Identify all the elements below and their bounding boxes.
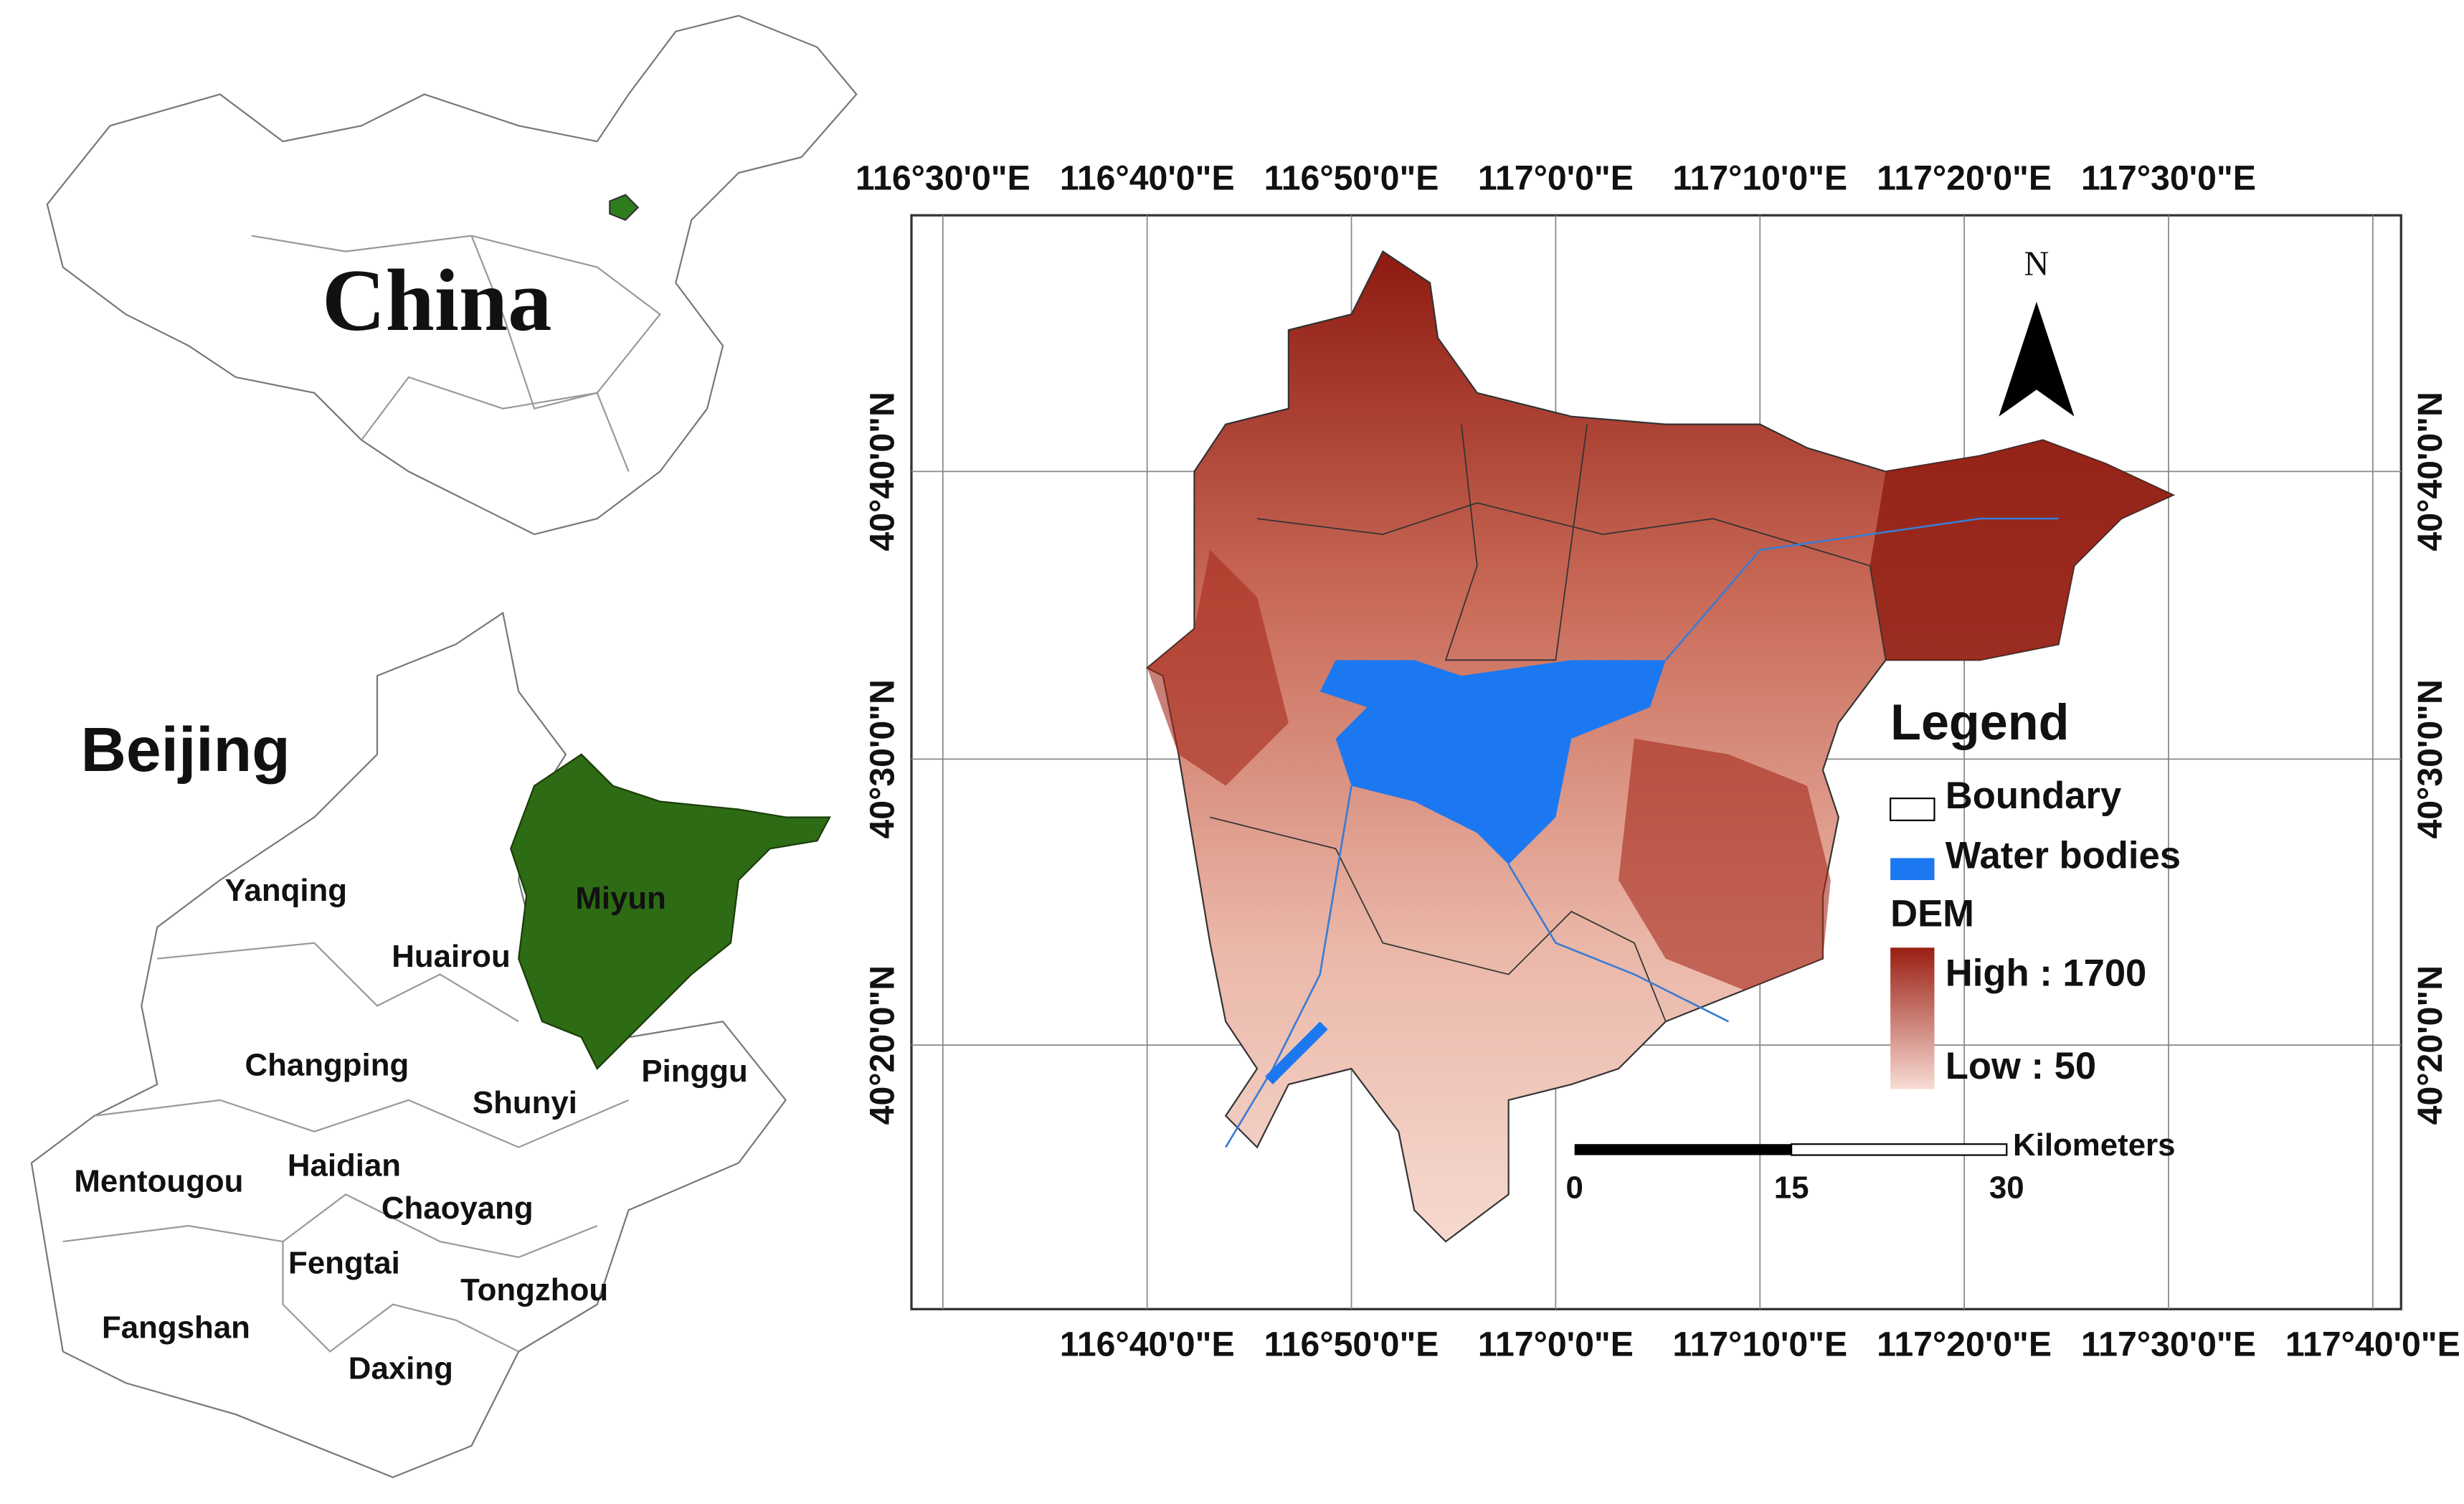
district-lines — [282, 1241, 519, 1353]
bottom-coordinate-label: 117°0'0"E — [1478, 1325, 1634, 1364]
high-terrain — [1870, 440, 2174, 661]
district-label: Shunyi — [473, 1085, 577, 1120]
top-coordinate-label: 116°30'0"E — [856, 159, 1030, 198]
reservoir — [1265, 1021, 1328, 1084]
scale-tick-label: 0 — [1565, 1170, 1583, 1205]
bottom-coordinate-label: 117°10'0"E — [1672, 1325, 1847, 1364]
township-boundaries — [1444, 424, 1588, 661]
beijing-label: Beijing — [81, 714, 290, 785]
district-label: Mentougou — [74, 1164, 243, 1199]
district-label: Yanqing — [225, 873, 347, 908]
district-label: Changping — [245, 1047, 409, 1082]
district-label: Miyun — [575, 881, 666, 916]
china-inset: China — [46, 14, 858, 536]
north-arrow — [1999, 301, 2075, 417]
scale-tick-label: 15 — [1774, 1170, 1809, 1205]
legend-dem-title: DEM — [1890, 892, 1974, 935]
beijing-marker — [609, 194, 640, 222]
reservoir — [1319, 660, 1666, 865]
bottom-coordinate-label: 117°30'0"E — [2081, 1325, 2256, 1364]
legend-item: Water bodies — [1946, 834, 2181, 876]
right-coordinate-label: 40°20'0"N — [2411, 965, 2450, 1125]
high-terrain — [1619, 738, 1831, 990]
scale-tick-label: 30 — [1989, 1170, 2024, 1205]
bottom-coordinate-label: 116°50'0"E — [1264, 1325, 1439, 1364]
district-label: Haidian — [288, 1148, 401, 1183]
river — [1507, 864, 1730, 1023]
scale-bar — [1574, 1144, 1792, 1155]
district-label: Tongzhou — [460, 1272, 608, 1307]
legend-low: Low : 50 — [1946, 1045, 2096, 1087]
bottom-coordinate-label: 117°20'0"E — [1877, 1325, 2052, 1364]
river — [1225, 785, 1352, 1148]
legend-boundary-swatch — [1890, 798, 1935, 821]
legend-water-swatch — [1890, 858, 1935, 881]
district-label: Daxing — [349, 1351, 453, 1386]
top-coordinate-label: 116°40'0"E — [1060, 159, 1235, 198]
legend-high: High : 1700 — [1946, 952, 2147, 995]
district-label: Chaoyang — [382, 1191, 534, 1226]
district-labels: Yanqing Huairou Miyun Changping Shunyi Pinggu… — [74, 873, 747, 1386]
scale-unit: Kilometers — [2013, 1127, 2175, 1163]
bottom-coordinate-label: 117°40'0"E — [2285, 1325, 2460, 1364]
left-coordinate-label: 40°30'0"N — [863, 679, 901, 838]
right-coordinate-label: 40°30'0"N — [2411, 679, 2450, 838]
district-lines — [94, 1099, 630, 1148]
township-boundaries — [1256, 502, 1887, 661]
main-map: 116°30'0"E 116°40'0"E 116°50'0"E 117°0'0"E 1… — [856, 159, 2460, 1364]
district-lines — [157, 942, 519, 1023]
beijing-inset: Beijing Yanqing Huairou Miyun Changping Shun… — [30, 611, 831, 1478]
china-outline — [46, 14, 858, 536]
right-coordinate-label: 40°40'0"N — [2411, 392, 2450, 551]
district-lines — [62, 1193, 598, 1259]
bottom-coordinate-label: 116°40'0"E — [1060, 1325, 1235, 1364]
river — [1664, 517, 2059, 661]
top-coordinate-label: 117°0'0"E — [1478, 159, 1634, 198]
legend-title: Legend — [1890, 694, 2069, 750]
legend-item: Boundary — [1946, 775, 2121, 817]
north-label: N — [2024, 245, 2049, 283]
top-coordinate-label: 117°30'0"E — [2081, 159, 2256, 198]
province-lines — [251, 235, 661, 441]
left-coordinate-label: 40°40'0"N — [863, 392, 901, 551]
graticule: 116°30'0"E 116°40'0"E 116°50'0"E 117°0'0"E 1… — [856, 159, 2460, 1364]
district-label: Huairou — [392, 939, 511, 974]
township-boundaries — [1210, 816, 1667, 1022]
high-terrain — [1147, 549, 1289, 786]
legend-dem-ramp — [1890, 947, 1935, 1089]
top-coordinate-label: 117°10'0"E — [1672, 159, 1847, 198]
district-label: Pinggu — [641, 1054, 747, 1089]
district-label: Fengtai — [288, 1246, 400, 1281]
top-coordinate-label: 116°50'0"E — [1264, 159, 1439, 198]
left-coordinate-label: 40°20'0"N — [863, 965, 901, 1125]
province-lines — [470, 235, 630, 472]
top-coordinate-label: 117°20'0"E — [1877, 159, 2052, 198]
scale-bar — [1790, 1143, 2008, 1156]
china-label: China — [322, 252, 552, 349]
district-label: Fangshan — [102, 1310, 250, 1345]
scale-labels: 0 15 30 Kilometers — [1565, 1127, 2175, 1205]
